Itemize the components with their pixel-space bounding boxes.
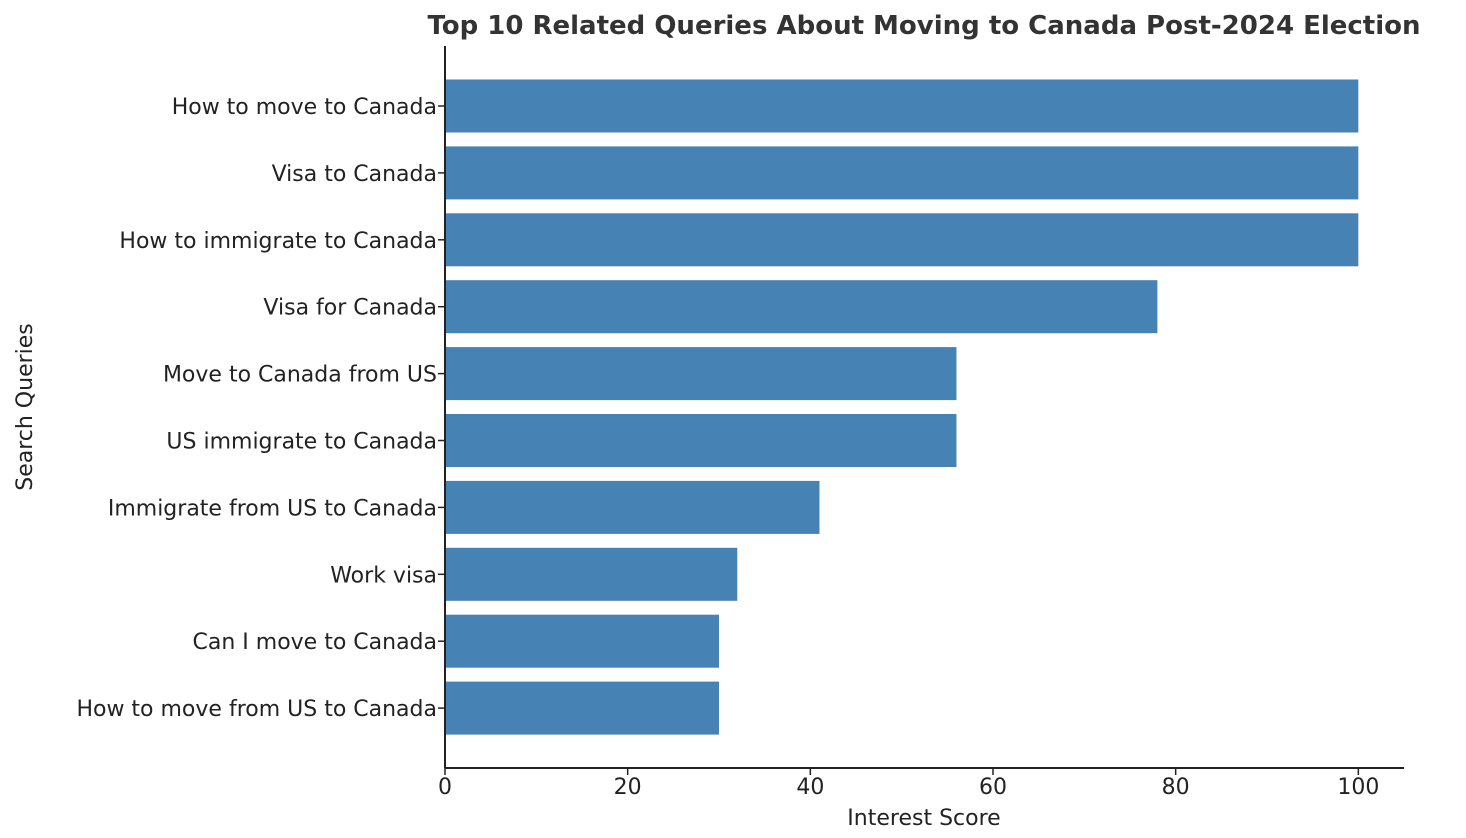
x-tick-label: 80 [1162,775,1190,800]
y-tick-label: Work visa [330,563,437,588]
bar-6 [445,414,957,467]
chart-title: Top 10 Related Queries About Moving to C… [427,11,1420,41]
x-tick-label: 100 [1337,775,1379,800]
bar-9 [445,614,719,668]
x-tick-label: 0 [438,775,452,800]
x-axis-ticks: 0 20 40 60 80 100 [438,768,1379,800]
bar-2 [445,146,1359,200]
x-tick-label: 20 [614,775,642,800]
x-tick-label: 60 [979,775,1007,800]
y-tick-label: Can I move to Canada [193,630,438,655]
bar-8 [445,547,738,601]
bar-10 [445,681,719,735]
y-axis-label: Search Queries [13,323,38,491]
y-tick-label: How to immigrate to Canada [119,229,437,254]
y-tick-label: How to move to Canada [172,95,437,120]
y-tick-label: US immigrate to Canada [166,430,437,455]
bar-7 [445,480,820,534]
y-tick-label: Immigrate from US to Canada [108,496,437,521]
bar-1 [445,79,1359,133]
y-axis-ticks: How to move to Canada Visa to Canada How t… [76,95,445,722]
y-tick-label: How to move from US to Canada [76,697,437,722]
x-tick-label: 40 [796,775,824,800]
bars-group [445,79,1359,735]
x-axis-label: Interest Score [847,806,1000,831]
y-tick-label: Move to Canada from US [163,363,437,388]
bar-4 [445,280,1158,334]
bar-3 [445,213,1359,267]
y-tick-label: Visa for Canada [263,296,437,321]
bar-5 [445,347,957,401]
y-tick-label: Visa to Canada [272,162,437,187]
